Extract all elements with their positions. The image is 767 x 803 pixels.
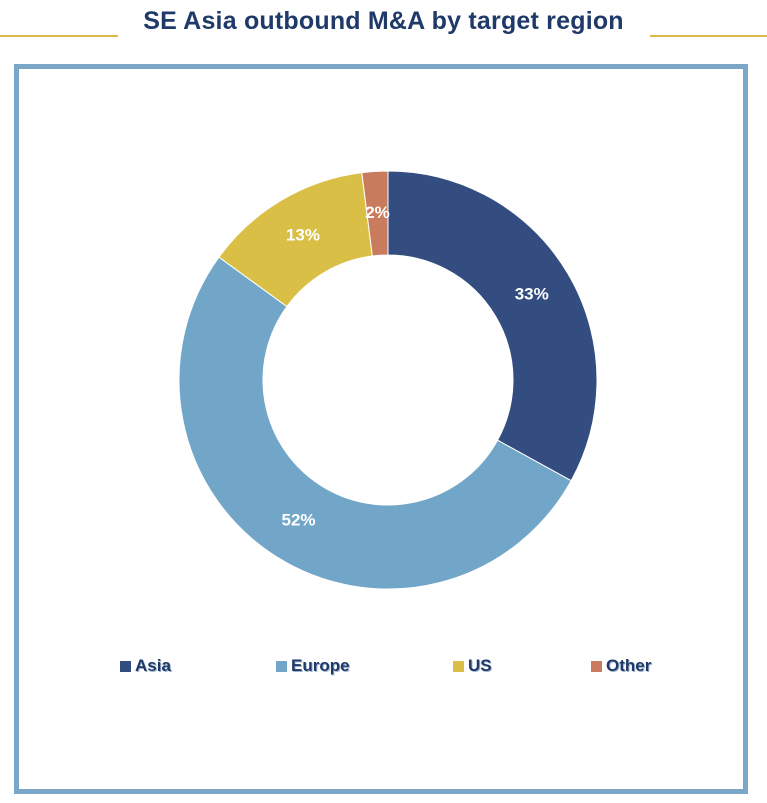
legend-item-other: Other [591, 656, 651, 676]
legend-swatch [276, 660, 287, 672]
legend-label: Other [606, 656, 652, 675]
slices [178, 170, 598, 590]
legend-item-europe: Europe [276, 656, 350, 676]
legend-item-us: US [453, 656, 492, 676]
legend-swatch [591, 660, 602, 672]
chart-title: SE Asia outbound M&A by target region [143, 7, 624, 35]
slice-labels: 33% 52% 13% 2% [282, 203, 549, 530]
legend-label: Europe [291, 656, 350, 675]
slice-europe [178, 256, 572, 590]
slice-label-us: 13% [286, 226, 320, 245]
slice-asia [387, 170, 598, 482]
legend-item-asia: Asia [120, 656, 171, 676]
legend: Asia Europe US Other [0, 656, 767, 678]
legend-label: Asia [135, 656, 171, 675]
slice-label-other: 2% [365, 203, 390, 222]
title-rule-left [0, 35, 118, 37]
slice-other [361, 170, 389, 257]
legend-swatch [120, 660, 131, 672]
legend-label: US [468, 656, 492, 675]
title-rule-right [650, 35, 767, 37]
slice-label-europe: 52% [282, 510, 316, 529]
title-bar: SE Asia outbound M&A by target region [0, 0, 767, 48]
legend-swatch [453, 660, 464, 672]
slice-label-asia: 33% [515, 284, 549, 303]
